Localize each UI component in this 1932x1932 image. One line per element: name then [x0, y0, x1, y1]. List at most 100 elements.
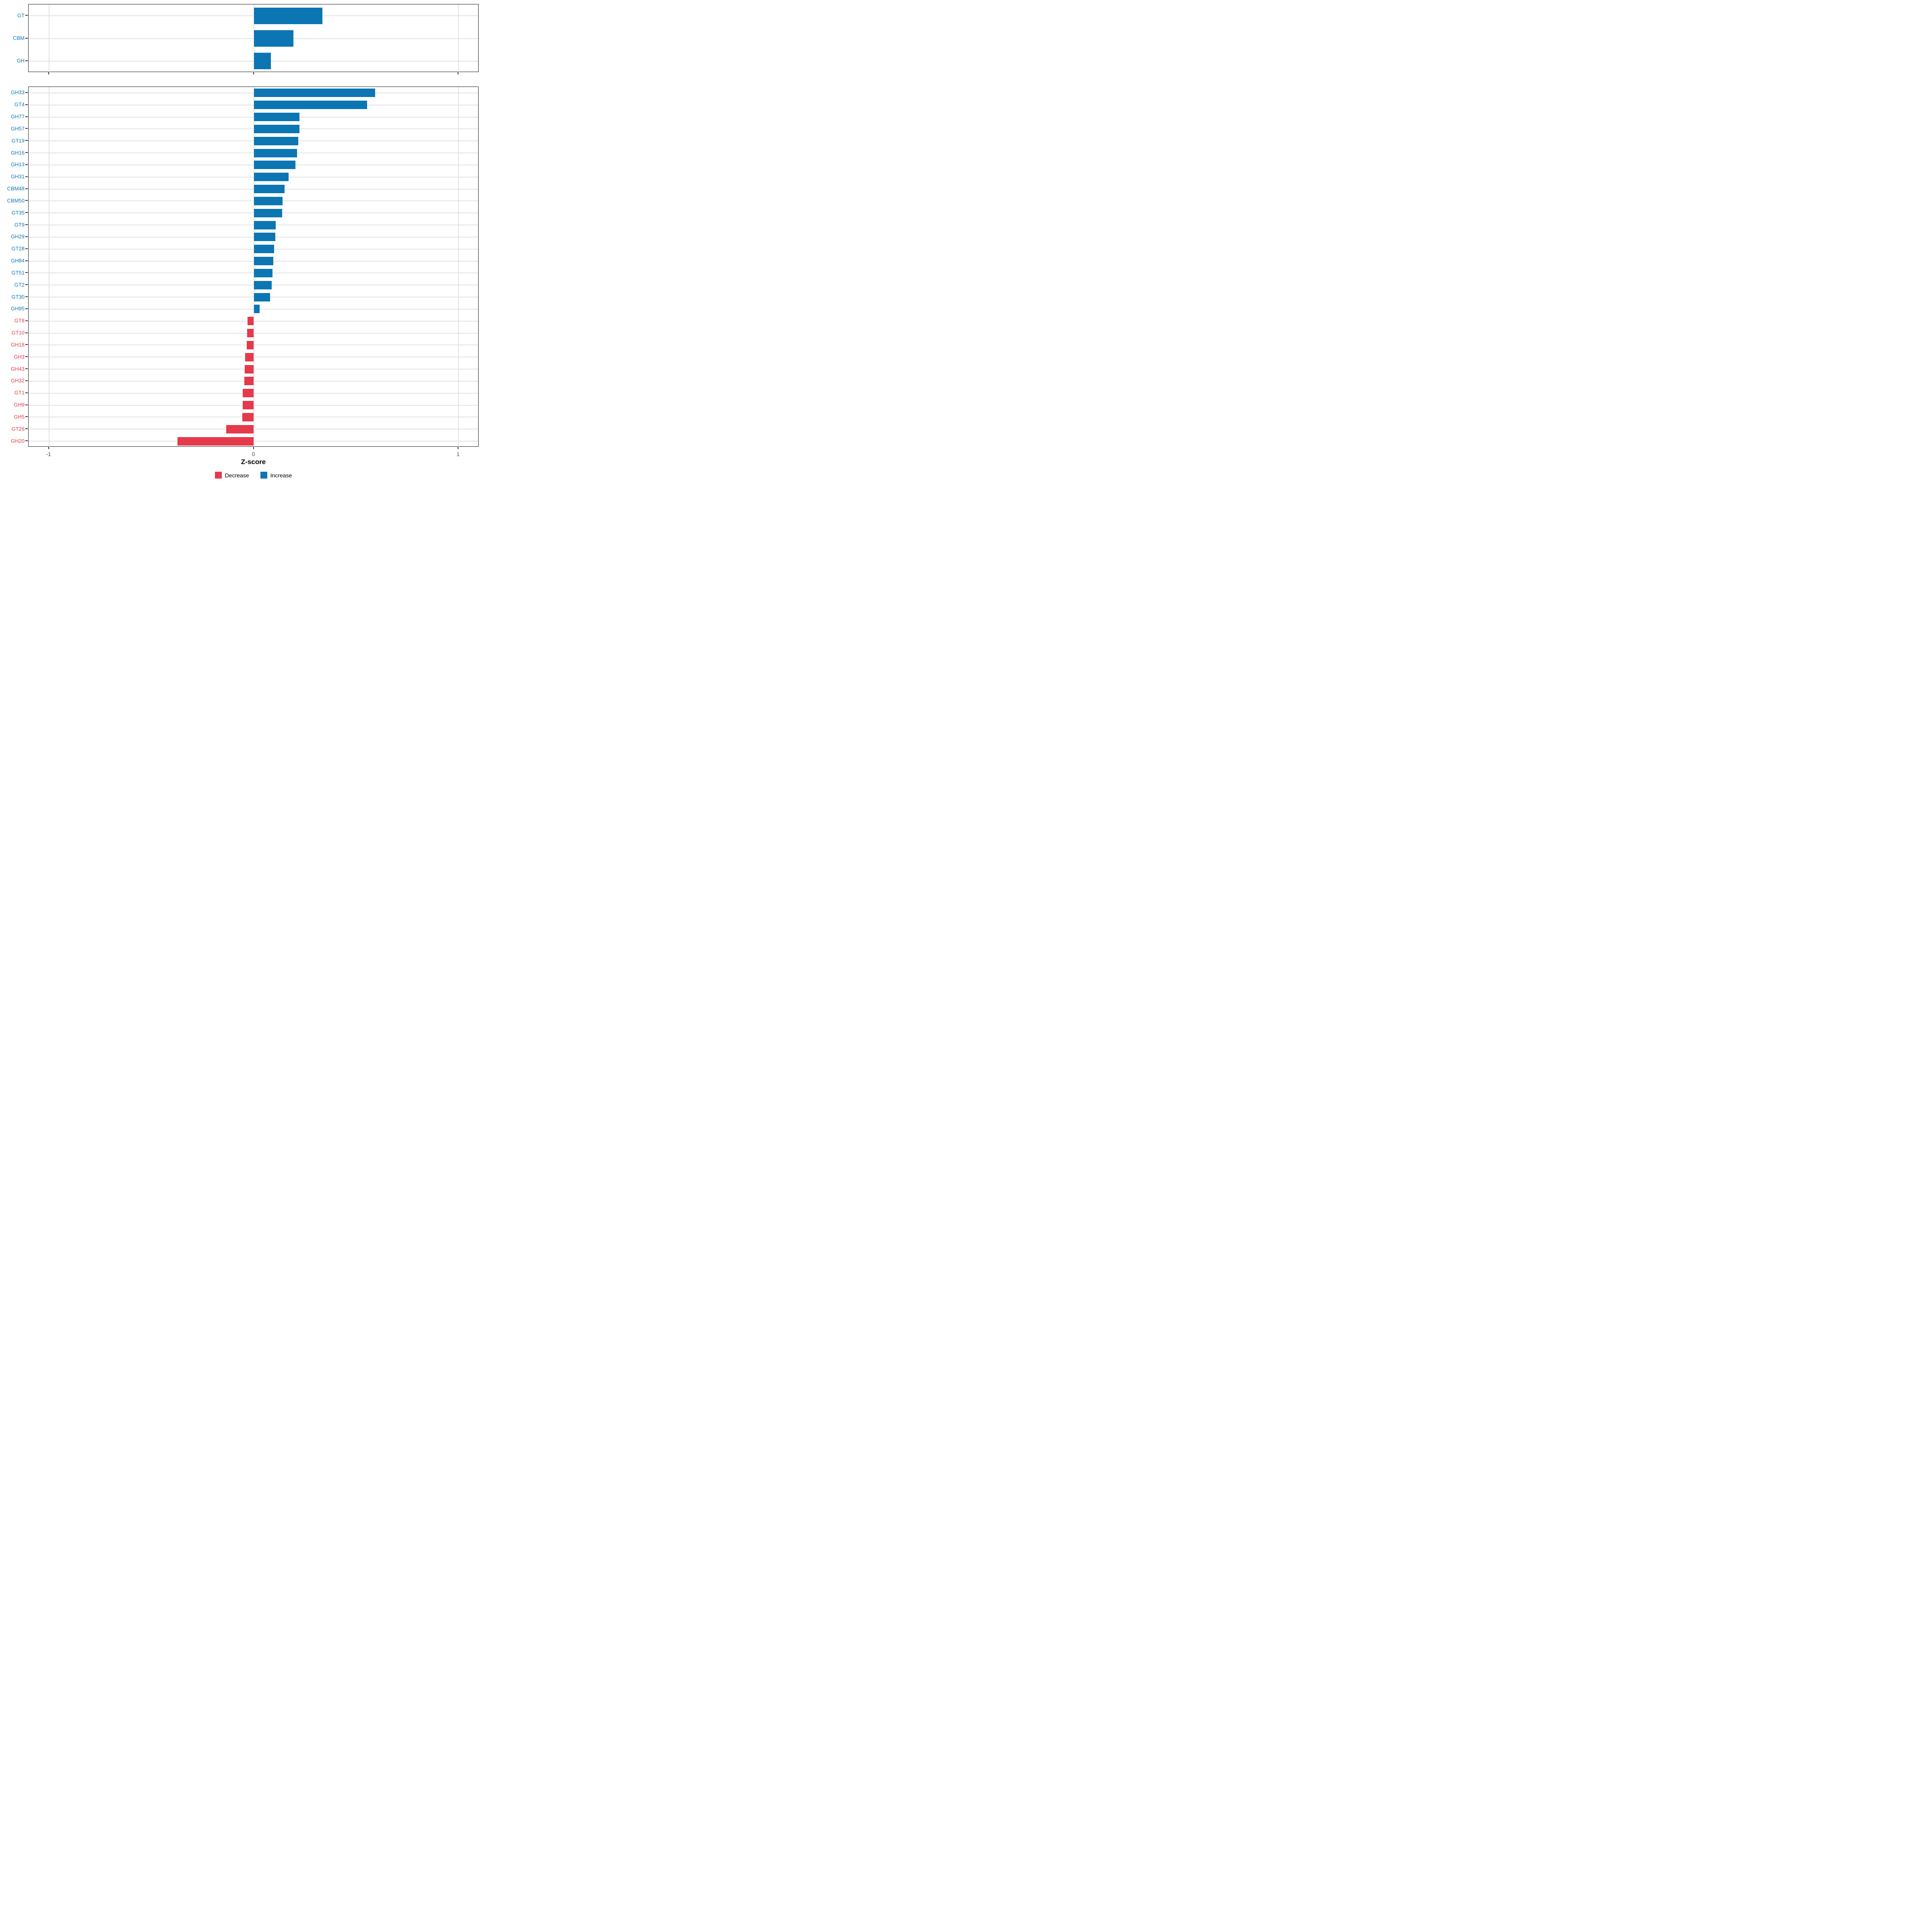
x-tick-label-1: 1: [456, 451, 460, 457]
bar-GH31: [254, 173, 289, 182]
y-tick-GH84: [25, 260, 28, 261]
y-label-GT26: GT26: [11, 425, 25, 432]
x-tick-0: [253, 447, 254, 449]
y-tick-GT19: [25, 140, 28, 141]
y-tick-GH31: [25, 176, 28, 177]
x-tick-0: [253, 72, 254, 74]
bar-GT8: [247, 317, 254, 326]
y-tick-GT: [25, 15, 28, 16]
y-tick-GH43: [25, 368, 28, 369]
bar-GH16: [254, 149, 297, 157]
y-tick-GH13: [25, 164, 28, 165]
x-tick--1: [48, 72, 49, 74]
y-tick-GH57: [25, 128, 28, 129]
bar-GH20: [177, 437, 254, 446]
y-tick-GT2: [25, 284, 28, 285]
y-label-GH9: GH9: [14, 402, 25, 408]
decrease-swatch: [215, 472, 222, 479]
y-label-GH20: GH20: [11, 438, 25, 444]
bottom-panel: [28, 87, 479, 447]
bar-GT1: [243, 389, 254, 398]
y-label-GT30: GT30: [11, 293, 25, 300]
legend-item-decrease: Decrease: [215, 472, 249, 479]
bar-GT26: [226, 425, 254, 433]
y-tick-GH32: [25, 380, 28, 381]
bar-GH13: [254, 161, 295, 169]
y-label-GH13: GH13: [11, 161, 25, 168]
y-tick-GT26: [25, 428, 28, 429]
x-axis-title: Z-score: [241, 458, 266, 466]
y-tick-GT35: [25, 212, 28, 213]
legend-item-increase: Increase: [260, 472, 292, 479]
bar-GH5: [242, 413, 254, 421]
x-gridline--1: [48, 4, 50, 72]
top-panel: [28, 4, 479, 72]
y-label-GT9: GT9: [14, 221, 25, 228]
zscore-bar-chart: GT CBM GH GH33 GT4 GH77 GH57 GT19 GH16 GH13 GH31 CB…: [0, 0, 483, 483]
y-label-GH3: GH3: [14, 353, 25, 360]
legend-label-decrease: Decrease: [225, 472, 249, 479]
y-label-GH95: GH95: [11, 305, 25, 312]
y-label-GT: GT: [17, 12, 25, 19]
bar-GH3: [245, 353, 254, 361]
bar-GT35: [254, 208, 283, 217]
y-tick-GH33: [25, 92, 28, 93]
bar-GH57: [254, 124, 299, 133]
bar-GT30: [254, 293, 270, 301]
y-label-GT4: GT4: [14, 101, 25, 108]
y-tick-GT9: [25, 224, 28, 225]
bar-GT2: [254, 281, 272, 289]
x-gridline-1: [458, 87, 459, 447]
y-tick-GH: [25, 60, 28, 61]
x-tick-label--1: -1: [46, 451, 52, 457]
y-label-GT10: GT10: [11, 330, 25, 336]
y-tick-GH18: [25, 344, 28, 345]
bar-GH18: [247, 341, 254, 349]
y-label-GH32: GH32: [11, 378, 25, 384]
bar-GH: [254, 53, 271, 70]
bar-GT: [254, 7, 322, 24]
y-label-GT51: GT51: [11, 269, 25, 276]
y-label-GH: GH: [17, 58, 25, 64]
y-label-GH31: GH31: [11, 173, 25, 180]
increase-swatch: [260, 472, 267, 479]
x-gridline-1: [458, 4, 459, 72]
y-label-CBM50: CBM50: [7, 197, 25, 204]
bar-GH77: [254, 113, 300, 122]
y-tick-GH16: [25, 152, 28, 153]
y-tick-CBM48: [25, 188, 28, 189]
y-label-GH84: GH84: [11, 258, 25, 264]
y-label-GT2: GT2: [14, 281, 25, 288]
y-label-GT35: GT35: [11, 209, 25, 216]
y-label-GH57: GH57: [11, 125, 25, 132]
y-label-CBM: CBM: [13, 35, 25, 41]
bar-GT4: [254, 101, 367, 109]
bar-GH9: [242, 401, 254, 410]
y-tick-GH20: [25, 440, 28, 442]
y-tick-GT28: [25, 248, 28, 249]
y-tick-GT4: [25, 104, 28, 105]
bar-GH43: [244, 365, 254, 374]
bar-GT19: [254, 136, 299, 145]
bar-GT10: [247, 329, 254, 338]
bar-GH33: [254, 89, 375, 97]
y-label-GH18: GH18: [11, 341, 25, 348]
y-tick-CBM: [25, 37, 28, 39]
bar-GT9: [254, 221, 276, 229]
bar-GH32: [244, 377, 254, 386]
y-label-GT28: GT28: [11, 246, 25, 252]
y-tick-GT10: [25, 332, 28, 333]
bar-GT28: [254, 245, 275, 254]
y-tick-GH29: [25, 236, 28, 237]
x-gridline--1: [48, 87, 50, 447]
bar-GH95: [254, 305, 260, 314]
y-label-GT8: GT8: [14, 318, 25, 324]
y-tick-GT51: [25, 272, 28, 273]
y-tick-GH77: [25, 116, 28, 117]
y-tick-GT8: [25, 320, 28, 321]
bar-GH84: [254, 257, 274, 266]
y-label-GT1: GT1: [14, 390, 25, 396]
y-tick-GH3: [25, 356, 28, 357]
y-tick-GH95: [25, 308, 28, 309]
y-tick-GT30: [25, 296, 28, 297]
